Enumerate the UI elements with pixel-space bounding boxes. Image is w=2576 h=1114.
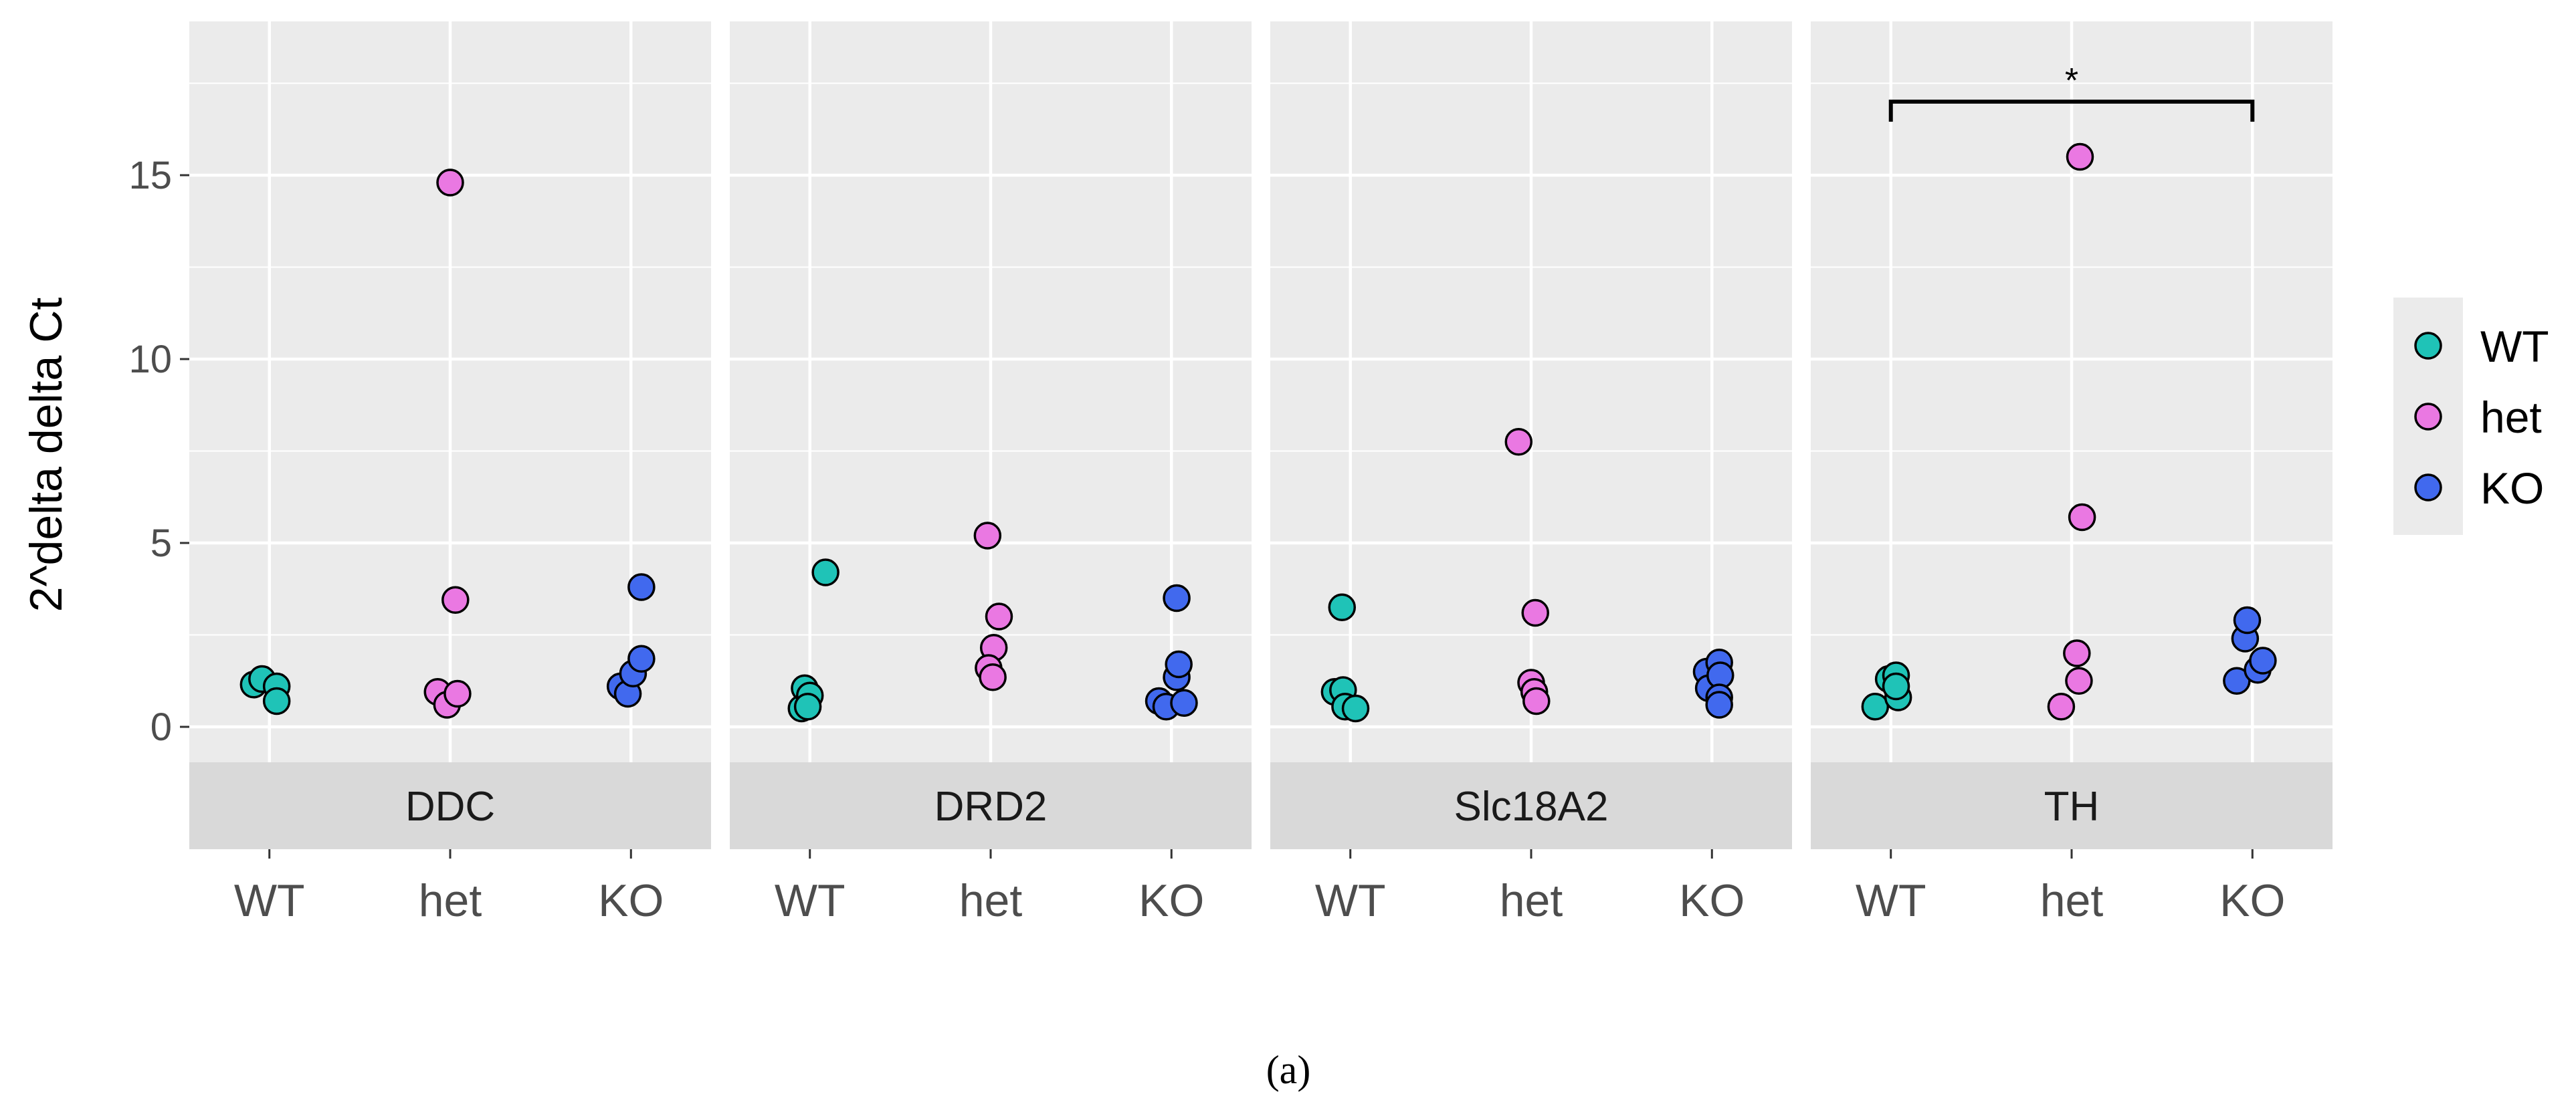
strip-background bbox=[189, 762, 711, 849]
y-tick-label: 5 bbox=[151, 522, 172, 565]
panel-drd2: DRD2 WT het KO bbox=[730, 21, 1252, 926]
x-tick-label: WT bbox=[1856, 875, 1926, 926]
data-point-wt bbox=[811, 558, 839, 586]
data-point-ko bbox=[1163, 584, 1191, 612]
data-point-ko bbox=[2233, 606, 2262, 635]
x-tick-label: WT bbox=[775, 875, 846, 926]
data-point-het bbox=[1504, 428, 1533, 456]
legend: WT het KO bbox=[2393, 298, 2549, 535]
figure-caption: (a) bbox=[1266, 1048, 1311, 1092]
data-point-het bbox=[2063, 639, 2091, 667]
legend-label: WT bbox=[2480, 322, 2549, 371]
strip-background bbox=[730, 762, 1252, 849]
y-tick-label: 10 bbox=[128, 338, 172, 381]
data-point-het bbox=[1522, 687, 1551, 715]
strip-background bbox=[1270, 762, 1792, 849]
data-point-het bbox=[2066, 142, 2094, 171]
data-point-wt bbox=[1328, 593, 1356, 621]
data-point-het bbox=[443, 679, 472, 708]
x-tick-label: WT bbox=[1315, 875, 1386, 926]
data-point-wt bbox=[1861, 693, 1890, 721]
legend-key-het bbox=[2414, 403, 2442, 431]
y-tick-label: 15 bbox=[128, 154, 172, 197]
panels: 0 5 10 15 DDC WT het KO DRD2 WT het KO Slc18A2 WT het K… bbox=[128, 21, 2333, 926]
x-tick-label: WT bbox=[234, 875, 305, 926]
x-tick-label: KO bbox=[2219, 875, 2285, 926]
data-point-wt bbox=[1882, 672, 1910, 701]
data-point-het bbox=[1521, 598, 1549, 627]
legend-label: het bbox=[2480, 393, 2542, 442]
data-point-het bbox=[2068, 503, 2096, 532]
data-point-ko bbox=[1705, 691, 1733, 719]
data-point-ko bbox=[2249, 647, 2277, 675]
data-point-wt bbox=[793, 693, 822, 721]
x-tick-label: KO bbox=[1138, 875, 1204, 926]
data-point-het bbox=[2065, 667, 2093, 695]
panel-th: TH WT het KO * bbox=[1811, 21, 2333, 926]
x-tick-label: het bbox=[1500, 875, 1563, 926]
strip-label: TH bbox=[2044, 784, 2100, 830]
data-point-wt bbox=[1341, 694, 1370, 723]
data-point-het bbox=[979, 663, 1007, 691]
significance-bracket bbox=[1888, 100, 2255, 122]
data-point-het bbox=[441, 586, 470, 614]
data-point-het bbox=[985, 602, 1013, 631]
strip-label: Slc18A2 bbox=[1454, 784, 1609, 830]
data-point-ko bbox=[627, 645, 656, 673]
x-tick-label: het bbox=[419, 875, 482, 926]
panel-slc18a2: Slc18A2 WT het KO bbox=[1270, 21, 1792, 926]
strip-label: DDC bbox=[405, 784, 495, 830]
panel-ddc: DDC WT het KO bbox=[189, 21, 711, 926]
strip-background bbox=[1811, 762, 2333, 849]
data-point-ko bbox=[627, 573, 656, 601]
strip-label: DRD2 bbox=[934, 784, 1048, 830]
data-point-wt bbox=[262, 687, 291, 715]
data-point-het bbox=[973, 522, 1002, 550]
data-point-ko bbox=[1170, 689, 1198, 717]
data-point-het bbox=[436, 169, 464, 197]
y-axis-title: 2^delta delta Ct bbox=[21, 298, 72, 612]
significance-label: * bbox=[2065, 62, 2078, 100]
x-tick-label: het bbox=[2040, 875, 2104, 926]
legend-key-wt bbox=[2414, 332, 2442, 360]
x-tick-label: KO bbox=[598, 875, 664, 926]
data-point-ko bbox=[1165, 650, 1193, 679]
y-tick-label: 0 bbox=[151, 705, 172, 749]
data-point-het bbox=[2047, 693, 2076, 721]
legend-label: KO bbox=[2480, 463, 2544, 513]
legend-key-ko bbox=[2414, 473, 2442, 502]
x-tick-label: KO bbox=[1679, 875, 1745, 926]
x-tick-label: het bbox=[959, 875, 1023, 926]
